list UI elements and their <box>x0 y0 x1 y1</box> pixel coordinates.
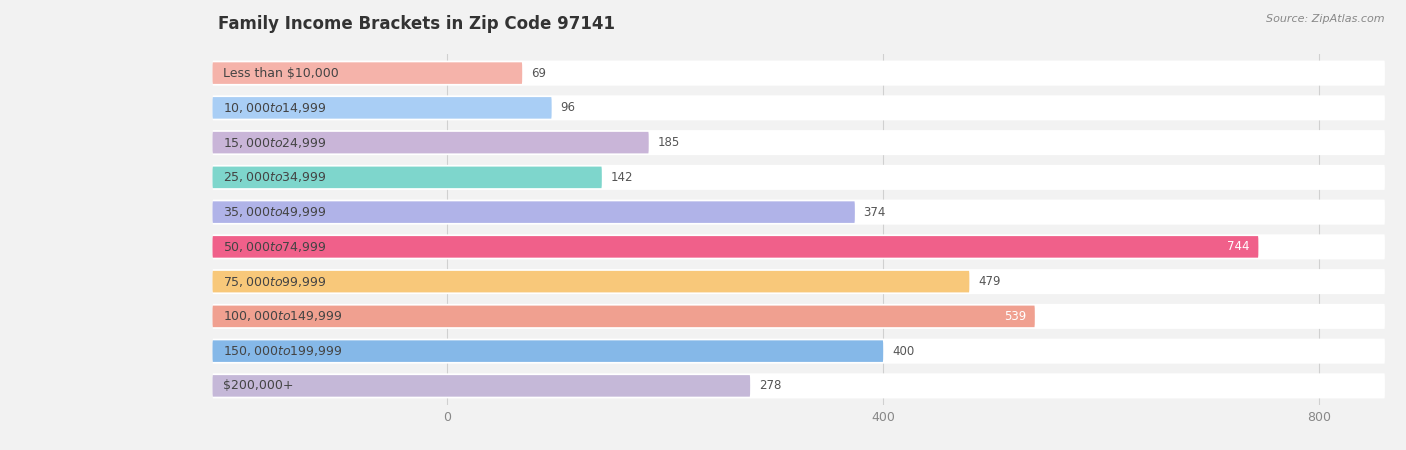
Text: $50,000 to $74,999: $50,000 to $74,999 <box>224 240 326 254</box>
Text: Less than $10,000: Less than $10,000 <box>224 67 339 80</box>
Text: 142: 142 <box>610 171 633 184</box>
FancyBboxPatch shape <box>212 61 1385 86</box>
FancyBboxPatch shape <box>212 166 602 188</box>
FancyBboxPatch shape <box>212 200 1385 225</box>
FancyBboxPatch shape <box>212 304 1385 329</box>
FancyBboxPatch shape <box>212 132 648 153</box>
Text: 96: 96 <box>561 101 575 114</box>
FancyBboxPatch shape <box>212 338 1385 364</box>
Text: 479: 479 <box>979 275 1001 288</box>
FancyBboxPatch shape <box>212 63 522 84</box>
Text: $15,000 to $24,999: $15,000 to $24,999 <box>224 135 326 149</box>
FancyBboxPatch shape <box>212 375 751 396</box>
Text: $35,000 to $49,999: $35,000 to $49,999 <box>224 205 326 219</box>
Text: $200,000+: $200,000+ <box>224 379 294 392</box>
Text: 539: 539 <box>1004 310 1026 323</box>
Text: $150,000 to $199,999: $150,000 to $199,999 <box>224 344 343 358</box>
FancyBboxPatch shape <box>212 269 1385 294</box>
Text: 374: 374 <box>863 206 886 219</box>
FancyBboxPatch shape <box>212 234 1385 259</box>
FancyBboxPatch shape <box>212 95 1385 121</box>
FancyBboxPatch shape <box>212 97 551 119</box>
FancyBboxPatch shape <box>212 271 969 292</box>
Text: 278: 278 <box>759 379 782 392</box>
FancyBboxPatch shape <box>212 130 1385 155</box>
FancyBboxPatch shape <box>212 165 1385 190</box>
FancyBboxPatch shape <box>212 374 1385 398</box>
Text: $100,000 to $149,999: $100,000 to $149,999 <box>224 310 343 324</box>
FancyBboxPatch shape <box>212 236 1258 258</box>
Text: 744: 744 <box>1227 240 1250 253</box>
Text: $25,000 to $34,999: $25,000 to $34,999 <box>224 171 326 184</box>
Text: Family Income Brackets in Zip Code 97141: Family Income Brackets in Zip Code 97141 <box>218 15 614 33</box>
Text: Source: ZipAtlas.com: Source: ZipAtlas.com <box>1267 14 1385 23</box>
Text: 400: 400 <box>891 345 914 358</box>
Text: $10,000 to $14,999: $10,000 to $14,999 <box>224 101 326 115</box>
FancyBboxPatch shape <box>212 340 883 362</box>
Text: 185: 185 <box>658 136 679 149</box>
Text: $75,000 to $99,999: $75,000 to $99,999 <box>224 274 326 288</box>
Text: 69: 69 <box>531 67 546 80</box>
FancyBboxPatch shape <box>212 306 1035 327</box>
FancyBboxPatch shape <box>212 201 855 223</box>
